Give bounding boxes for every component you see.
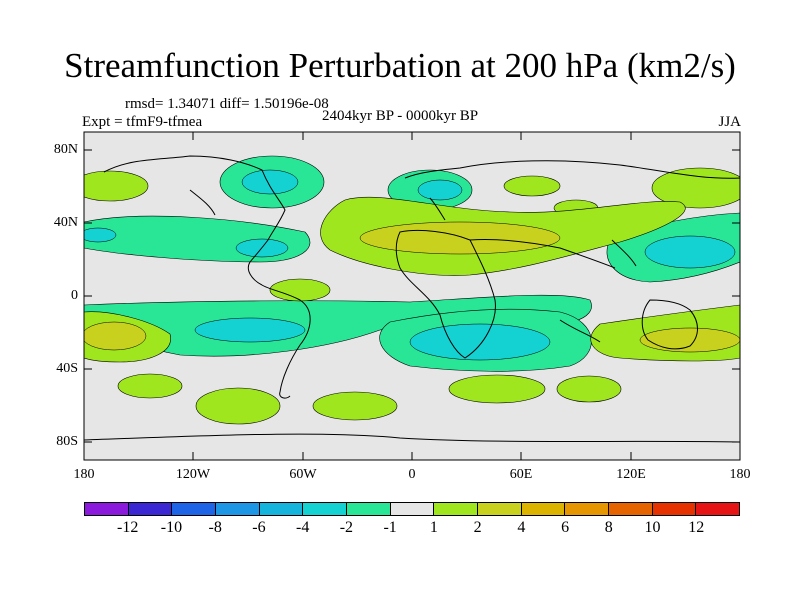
contour-fills <box>84 155 740 443</box>
colorbar-label: -10 <box>160 519 183 536</box>
contour-region <box>269 278 331 302</box>
y-tick-label: 80S <box>56 434 78 449</box>
chart-title: Streamfunction Perturbation at 200 hPa (… <box>64 46 736 85</box>
x-tick-label: 0 <box>408 467 416 482</box>
contour-region <box>417 179 463 201</box>
colorbar-label: 8 <box>604 519 613 536</box>
colorbar-label: -6 <box>252 519 266 536</box>
x-tick-label: 60W <box>289 467 317 482</box>
contour-region <box>84 227 117 243</box>
contour-region <box>644 235 736 269</box>
contour-region <box>241 169 299 195</box>
colorbar-cell <box>652 503 697 515</box>
x-tick-label: 120E <box>616 467 646 482</box>
colorbar-cell <box>609 503 653 515</box>
coastlines <box>84 155 740 443</box>
colorbar-cell <box>303 503 348 515</box>
contour-region <box>194 317 306 343</box>
contour-region <box>117 373 183 399</box>
contour-region <box>84 170 149 202</box>
colorbar-label: -2 <box>339 519 354 536</box>
stats-text: rmsd= 1.34071 diff= 1.50196e-08 <box>125 96 329 112</box>
x-tick-label: 60E <box>509 467 533 482</box>
contour-region <box>84 321 147 351</box>
y-tick-label: 0 <box>71 288 78 303</box>
colorbar-label: 12 <box>688 519 705 536</box>
colorbar <box>84 502 740 516</box>
colorbar-cell <box>216 503 260 515</box>
colorbar-label: 6 <box>561 519 570 536</box>
colorbar-cell <box>390 503 435 515</box>
season-label: JJA <box>718 114 741 130</box>
y-tick-label: 40S <box>56 361 78 376</box>
contour-region <box>503 175 561 197</box>
contour-region <box>312 391 398 421</box>
colorbar-cell <box>259 503 304 515</box>
colorbar-label: 4 <box>517 519 526 536</box>
contour-region <box>409 323 551 361</box>
colorbar-label: 1 <box>429 519 438 536</box>
colorbar-cell <box>128 503 173 515</box>
contour-region <box>448 374 546 404</box>
colorbar-cell <box>478 503 522 515</box>
x-tick-label: 120W <box>175 467 211 482</box>
y-tick-label: 80N <box>53 142 78 157</box>
colorbar-label: -8 <box>208 519 222 536</box>
colorbar-cell <box>565 503 610 515</box>
contour-region <box>195 387 281 425</box>
colorbar-label: 2 <box>473 519 482 536</box>
colorbar-cell <box>347 503 391 515</box>
colorbar-cell <box>521 503 566 515</box>
contour-region <box>556 375 622 403</box>
experiment-label: Expt = tfmF9-tfmea <box>82 114 203 130</box>
contour-region <box>639 327 740 353</box>
colorbar-label: -4 <box>295 519 310 536</box>
contour-region <box>359 221 561 255</box>
axis-ticks <box>83 132 741 460</box>
y-tick-label: 40N <box>53 215 78 230</box>
colorbar-label: 10 <box>644 519 661 536</box>
colorbar-cell <box>434 503 479 515</box>
colorbar-cell <box>696 503 740 515</box>
colorbar-label: -12 <box>117 519 139 536</box>
colorbar-cell <box>172 503 217 515</box>
colorbar-cell <box>85 503 129 515</box>
x-tick-label: 180 <box>73 467 95 482</box>
colorbar-label: -1 <box>383 519 397 536</box>
period-label: 2404kyr BP - 0000kyr BP <box>322 108 479 124</box>
x-tick-label: 180 <box>729 467 751 482</box>
